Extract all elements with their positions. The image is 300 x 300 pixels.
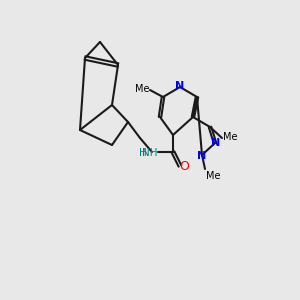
Text: Me: Me [134, 84, 149, 94]
Text: O: O [179, 160, 189, 172]
Text: NH: NH [142, 148, 158, 158]
Text: N: N [176, 81, 184, 91]
Text: N: N [197, 151, 207, 161]
Text: N: N [212, 138, 220, 148]
Text: H: H [139, 148, 147, 158]
Text: Me: Me [206, 171, 220, 181]
Text: Me: Me [223, 132, 238, 142]
